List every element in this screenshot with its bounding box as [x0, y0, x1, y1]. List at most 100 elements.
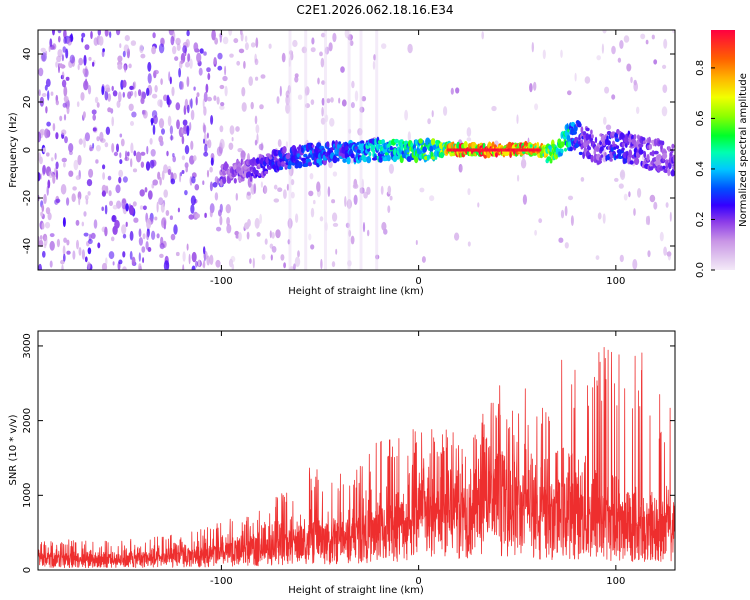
spectrogram-noise — [152, 124, 156, 135]
spectrogram-noise — [275, 229, 281, 239]
spectrogram-noise — [83, 54, 87, 66]
snr-marks — [38, 346, 675, 569]
spectrogram-noise — [124, 64, 127, 73]
spectrogram-noise — [666, 251, 672, 257]
spectrogram-noise — [113, 151, 118, 157]
spectrogram-ridge-mark — [670, 148, 674, 154]
spectrogram-noise — [119, 133, 123, 138]
spectrogram-noise — [98, 36, 104, 46]
spectrogram-noise — [311, 37, 315, 45]
spectrogram-noise — [286, 183, 289, 191]
spectrogram-noise — [219, 32, 222, 43]
spectrogram-noise — [60, 184, 67, 195]
spectrogram-noise — [158, 197, 164, 206]
spectrogram-noise — [250, 42, 256, 48]
spectrogram-noise — [122, 251, 126, 258]
spectrogram-noise — [263, 186, 268, 194]
spectrogram-noise — [63, 114, 67, 121]
spectrogram-noise — [169, 215, 173, 220]
spectrogram-noise — [63, 95, 69, 102]
spectrogram-noise — [88, 168, 94, 178]
spectrogram-noise — [206, 96, 212, 102]
spectrogram-noise — [240, 30, 243, 36]
spectrogram-noise — [90, 31, 93, 39]
spectrogram-noise — [75, 175, 81, 181]
spectrogram-noise — [182, 251, 186, 262]
spectrogram-noise — [138, 252, 141, 262]
spectrogram-noise — [122, 50, 126, 58]
spectrogram-noise — [628, 191, 631, 198]
spectrogram-noise — [204, 143, 208, 153]
spectrogram-ridge-mark — [382, 149, 388, 154]
spectrogram-ridge-mark — [399, 139, 404, 143]
spectrogram-noise — [254, 115, 258, 125]
spectrogram-noise — [82, 68, 86, 75]
spectrogram-noise — [87, 247, 92, 255]
spectrogram-noise — [276, 96, 280, 104]
spectrogram-noise — [133, 150, 137, 157]
spectrogram-ridge-mark — [426, 154, 430, 161]
spectrogram-noise — [39, 235, 43, 240]
spectrogram-noise — [105, 257, 108, 266]
spectrogram-noise — [85, 198, 89, 205]
spectrogram-noise — [259, 104, 264, 110]
spectrogram-noise — [160, 37, 165, 46]
spectrogram-noise — [112, 204, 118, 210]
spectrogram-ridge-mark — [400, 143, 404, 151]
spectrogram-noise — [151, 230, 156, 240]
spectrogram-noise — [147, 190, 153, 200]
spectrogram-ridge-mark — [279, 166, 284, 171]
spectrogram-noise — [128, 63, 132, 69]
spectrogram-noise — [636, 106, 640, 115]
spectrogram-ridge-mark — [495, 152, 498, 158]
colorbar: 0.0 0.2 0.4 0.6 0.8 Normalized spectral ampl… — [695, 30, 749, 278]
spectrogram-noise — [283, 189, 287, 200]
spectrogram-noise — [45, 78, 51, 88]
spectrogram-noise — [195, 213, 200, 219]
spectrogram-noise — [217, 65, 223, 71]
spectrogram-noise — [145, 241, 149, 250]
spectrogram-noise — [619, 254, 624, 263]
spectrogram-noise — [538, 218, 543, 224]
spectrogram-noise — [254, 217, 260, 229]
spectrogram-noise — [630, 76, 633, 84]
spectrogram-noise — [214, 37, 219, 45]
spectrogram-noise — [104, 204, 108, 215]
spectrogram-ridge-mark — [653, 150, 659, 155]
spectrogram-noise — [207, 139, 212, 149]
spectrogram-noise — [89, 144, 93, 152]
spectrogram-noise — [92, 61, 95, 67]
spectrogram-ridge-mark — [366, 155, 372, 164]
spectrogram-noise — [258, 143, 264, 151]
spectrogram-noise — [172, 172, 177, 180]
spectrogram-noise — [672, 30, 675, 34]
spectrogram-noise — [119, 159, 123, 165]
spectrogram-plot: -100 0 100 -40 -20 0 20 40 Height of straight … — [8, 29, 676, 297]
spectrogram-ridge-mark — [638, 143, 644, 148]
spectrogram-ridge-mark — [342, 158, 347, 164]
spectrogram-noise — [140, 97, 145, 105]
spectrogram-noise — [332, 222, 339, 227]
spectrogram-noise — [206, 255, 210, 266]
spectrogram-y-tick-label: 20 — [22, 96, 33, 109]
spectrogram-noise — [93, 37, 99, 46]
spectrogram-ridge-mark — [429, 145, 434, 153]
spectrogram-noise — [159, 253, 164, 258]
spectrogram-noise — [185, 166, 188, 173]
spectrogram-noise — [619, 40, 624, 49]
spectrogram-noise — [144, 187, 148, 193]
spectrogram-noise — [605, 124, 612, 131]
spectrogram-ridge-mark — [394, 138, 399, 144]
spectrogram-noise — [153, 115, 158, 125]
spectrogram-noise — [220, 102, 225, 107]
spectrogram-noise — [47, 179, 51, 189]
spectrogram-noise — [196, 92, 200, 97]
spectrogram-ridge-mark — [406, 149, 410, 153]
spectrogram-noise — [156, 201, 159, 213]
spectrogram-ridge-mark — [596, 146, 600, 152]
spectrogram-noise — [477, 202, 480, 208]
spectrogram-noise — [246, 191, 251, 196]
spectrogram-noise — [602, 30, 607, 34]
spectrogram-noise — [193, 86, 196, 91]
spectrogram-noise — [335, 248, 338, 255]
